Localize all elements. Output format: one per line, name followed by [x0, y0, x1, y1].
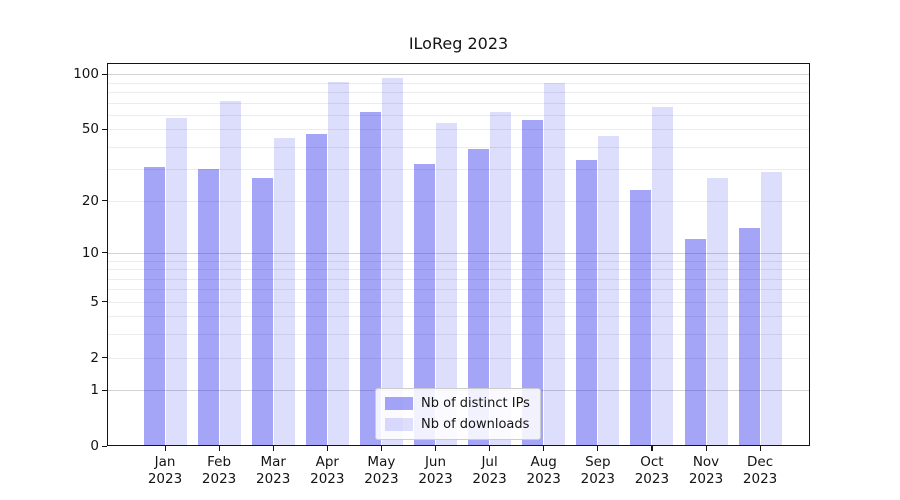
- bar-distinct-ips-nov: [684, 239, 706, 446]
- major-gridline: [107, 74, 810, 76]
- bar-distinct-ips-jun: [414, 164, 435, 446]
- bar-distinct-ips-oct: [630, 189, 652, 446]
- x-tick-mark: [597, 446, 599, 451]
- x-tick-label-dec: Dec 2023: [742, 454, 778, 487]
- x-tick-label-oct: Oct 2023: [634, 454, 670, 487]
- bar-distinct-ips-mar: [251, 177, 273, 446]
- minor-gridline: [107, 129, 810, 131]
- x-tick-label-jul: Jul 2023: [472, 454, 507, 487]
- bar-distinct-ips-aug: [522, 120, 544, 446]
- x-tick-label-mar: Mar 2023: [256, 454, 291, 487]
- bar-downloads-nov: [706, 177, 728, 446]
- bar-downloads-dec: [760, 172, 782, 446]
- x-tick-mark: [380, 446, 383, 451]
- bar-downloads-jul: [490, 112, 512, 446]
- y-tick-label-1: 1: [90, 382, 99, 399]
- x-tick-mark: [435, 446, 437, 451]
- x-tick-label-sep: Sep 2023: [580, 454, 615, 487]
- bar-distinct-ips-jan: [143, 166, 165, 446]
- x-tick-mark: [705, 446, 707, 451]
- y-tick-label-5: 5: [90, 293, 99, 310]
- x-tick-mark: [272, 446, 274, 451]
- bar-distinct-ips-dec: [738, 227, 760, 446]
- x-tick-mark: [164, 446, 166, 451]
- minor-gridline: [107, 82, 810, 84]
- minor-gridline: [107, 169, 810, 171]
- bar-downloads-mar: [273, 137, 295, 446]
- x-tick-mark: [759, 446, 761, 451]
- bar-distinct-ips-jul: [468, 148, 490, 446]
- x-tick-label-may: May 2023: [364, 454, 399, 487]
- bar-downloads-apr: [327, 81, 349, 446]
- x-tick-label-feb: Feb 2023: [201, 454, 237, 487]
- minor-gridline: [107, 316, 810, 318]
- x-tick-mark: [218, 446, 220, 451]
- x-tick-mark: [543, 446, 545, 451]
- bar-downloads-oct: [652, 107, 674, 446]
- x-tick-label-apr: Apr 2023: [310, 454, 345, 487]
- minor-gridline: [107, 269, 810, 270]
- y-tick-mark: [102, 445, 107, 447]
- x-tick-label-aug: Aug 2023: [526, 454, 561, 487]
- y-tick-label-10: 10: [81, 244, 99, 261]
- chart-title: ILoReg 2023: [408, 34, 509, 53]
- major-gridline: [107, 252, 810, 254]
- bar-downloads-jan: [165, 117, 187, 446]
- minor-gridline: [107, 301, 810, 303]
- bar-distinct-ips-apr: [305, 134, 327, 446]
- bar-downloads-may: [381, 78, 403, 446]
- bar-downloads-feb: [219, 101, 241, 446]
- x-tick-label-jan: Jan 2023: [147, 454, 183, 487]
- bar-downloads-jun: [436, 123, 457, 446]
- minor-gridline: [107, 146, 810, 148]
- legend-item-distinct-ips: Nb of distinct IPs: [385, 396, 530, 411]
- y-tick-mark: [102, 252, 107, 254]
- bar-distinct-ips-may: [359, 112, 381, 446]
- minor-gridline: [107, 102, 810, 104]
- y-tick-label-2: 2: [90, 349, 99, 366]
- legend-swatch-downloads: [385, 417, 413, 432]
- y-tick-mark: [102, 357, 107, 359]
- bar-distinct-ips-sep: [576, 159, 598, 446]
- y-tick-mark: [102, 200, 107, 202]
- legend: Nb of distinct IPs Nb of downloads: [375, 388, 541, 440]
- y-tick-label-0: 0: [90, 438, 99, 454]
- minor-gridline: [107, 260, 810, 262]
- minor-gridline: [107, 334, 810, 336]
- y-tick-label-100: 100: [73, 66, 99, 83]
- bar-downloads-sep: [598, 135, 620, 446]
- minor-gridline: [107, 357, 810, 359]
- y-tick-mark: [102, 389, 107, 391]
- x-tick-mark: [326, 446, 328, 451]
- plot-area: ILoReg 2023 0 1 2 5 10 20 50 100 Jan 2023 Feb 2023…: [73, 34, 810, 487]
- y-tick-label-50: 50: [81, 121, 99, 138]
- y-tick-mark: [102, 73, 107, 75]
- bar-distinct-ips-feb: [197, 169, 219, 446]
- x-tick-mark: [651, 446, 653, 451]
- legend-swatch-distinct-ips: [385, 396, 413, 411]
- legend-label-distinct-ips: Nb of distinct IPs: [421, 396, 530, 411]
- minor-gridline: [107, 289, 810, 291]
- minor-gridline: [107, 114, 810, 116]
- y-tick-mark: [102, 301, 107, 303]
- x-tick-mark: [489, 446, 491, 451]
- bar-downloads-aug: [544, 82, 566, 446]
- minor-gridline: [107, 91, 810, 93]
- legend-label-downloads: Nb of downloads: [421, 417, 530, 432]
- y-tick-label-20: 20: [81, 192, 99, 209]
- y-tick-mark: [102, 128, 107, 130]
- x-tick-label-nov: Nov 2023: [688, 454, 724, 487]
- minor-gridline: [107, 200, 810, 202]
- x-tick-label-jun: Jun 2023: [418, 454, 453, 487]
- minor-gridline: [107, 278, 810, 280]
- legend-item-downloads: Nb of downloads: [385, 417, 530, 432]
